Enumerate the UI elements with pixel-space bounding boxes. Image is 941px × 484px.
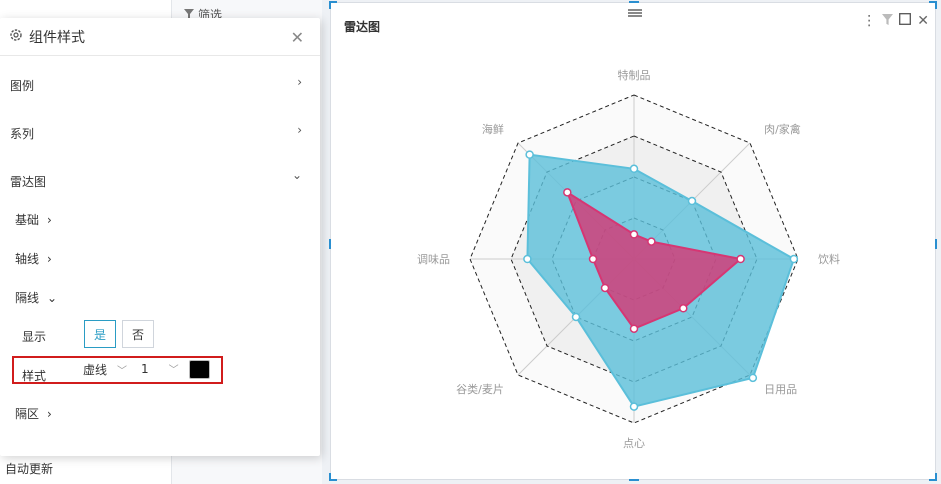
indicator-label: 点心 <box>623 437 645 450</box>
resize-handle[interactable] <box>629 1 639 3</box>
indicator-label: 海鲜 <box>482 122 504 136</box>
line-type-select[interactable]: 虚线 ﹀ <box>83 361 127 378</box>
maximize-icon[interactable] <box>899 13 912 29</box>
chart-title: 雷达图 <box>344 20 381 34</box>
chevron-right-icon: › <box>47 212 52 227</box>
chart-card[interactable]: 雷达图 ⋮ ✕ 特制品肉/家禽饮料日用品点心 谷类/麦片 调味品 海鲜 <box>329 1 937 481</box>
data-point <box>600 283 610 293</box>
close-icon[interactable]: ✕ <box>917 13 929 29</box>
show-no-button[interactable]: 否 <box>122 320 154 348</box>
data-point <box>687 196 697 206</box>
auto-update-label: 自动更新 <box>5 462 54 476</box>
show-label: 显示 <box>22 330 47 344</box>
radar-item-split-line-label: 隔线 <box>15 291 40 305</box>
radar-item-basic[interactable]: 基础 › <box>15 211 52 228</box>
section-legend-label: 图例 <box>10 79 35 93</box>
section-series-label: 系列 <box>10 127 35 141</box>
indicator-label: 日用品 <box>764 383 797 396</box>
resize-handle[interactable] <box>629 479 639 481</box>
chevron-right-icon: › <box>297 75 302 89</box>
chevron-down-icon: ﹀ <box>168 365 179 376</box>
radar-item-axis-line[interactable]: 轴线 › <box>15 250 52 267</box>
data-point <box>736 254 745 264</box>
chevron-down-icon: ⌄ <box>47 290 58 305</box>
resize-handle[interactable] <box>935 1 937 9</box>
data-point <box>588 254 598 264</box>
resize-handle[interactable] <box>329 1 337 3</box>
data-point <box>523 254 532 264</box>
close-icon[interactable]: ✕ <box>290 28 304 47</box>
panel-header: 组件样式 ✕ <box>0 18 320 56</box>
resize-handle[interactable] <box>329 479 337 481</box>
radar-item-basic-label: 基础 <box>15 213 40 227</box>
indicator-label: 肉/家禽 <box>764 122 801 136</box>
gear-icon <box>9 28 23 45</box>
line-type-value: 虚线 <box>83 363 108 377</box>
data-point <box>563 188 572 197</box>
component-style-panel: 组件样式 ✕ 图例 › 系列 › 雷达图 ⌄ 基础 › 轴线 › 隔线 ⌄ 显示… <box>0 18 320 456</box>
filter-icon <box>184 8 194 22</box>
style-row-highlight <box>12 356 223 384</box>
line-color-swatch[interactable] <box>189 360 210 379</box>
chevron-right-icon: › <box>47 406 52 421</box>
data-point <box>629 164 639 174</box>
chevron-right-icon: › <box>297 123 302 137</box>
indicator-label: 调味品 <box>417 253 450 266</box>
line-width-value: 1 <box>141 361 149 376</box>
resize-handle[interactable] <box>935 473 937 481</box>
drag-handle-icon[interactable] <box>628 9 642 17</box>
data-point <box>525 150 534 159</box>
data-point <box>629 402 639 411</box>
radar-item-split-area[interactable]: 隔区 › <box>15 405 52 422</box>
data-point <box>748 373 758 383</box>
resize-handle[interactable] <box>929 1 937 3</box>
radar-item-axis-line-label: 轴线 <box>15 252 40 266</box>
data-point <box>629 324 639 333</box>
split-line <box>469 94 799 424</box>
resize-handle[interactable] <box>929 479 937 481</box>
chevron-down-icon: ⌄ <box>291 168 302 182</box>
chevron-right-icon: › <box>47 251 52 266</box>
show-yes-button[interactable]: 是 <box>84 320 116 348</box>
filter-icon[interactable] <box>882 13 894 29</box>
resize-handle[interactable] <box>329 239 331 249</box>
indicator-label: 特制品 <box>618 68 651 82</box>
data-point <box>789 254 799 264</box>
resize-handle[interactable] <box>935 239 937 249</box>
indicator-label: 饮料 <box>818 252 840 266</box>
radar-item-split-area-label: 隔区 <box>15 407 40 421</box>
more-icon[interactable]: ⋮ <box>862 13 877 29</box>
chevron-down-icon: ﹀ <box>117 366 128 377</box>
data-point <box>629 230 639 239</box>
data-point <box>571 312 581 322</box>
resize-handle[interactable] <box>329 1 331 9</box>
chart-toolbar: ⋮ ✕ <box>862 13 929 29</box>
resize-handle[interactable] <box>329 473 331 481</box>
data-point <box>647 237 656 246</box>
panel-title: 组件样式 <box>29 29 85 46</box>
style-label: 样式 <box>22 369 47 383</box>
data-point <box>679 304 688 313</box>
section-radar-label: 雷达图 <box>10 175 47 189</box>
radar-item-split-line[interactable]: 隔线 ⌄ <box>15 289 57 306</box>
indicator-label: 谷类/麦片 <box>456 382 504 396</box>
line-width-select[interactable]: 1 ﹀ <box>141 361 179 377</box>
